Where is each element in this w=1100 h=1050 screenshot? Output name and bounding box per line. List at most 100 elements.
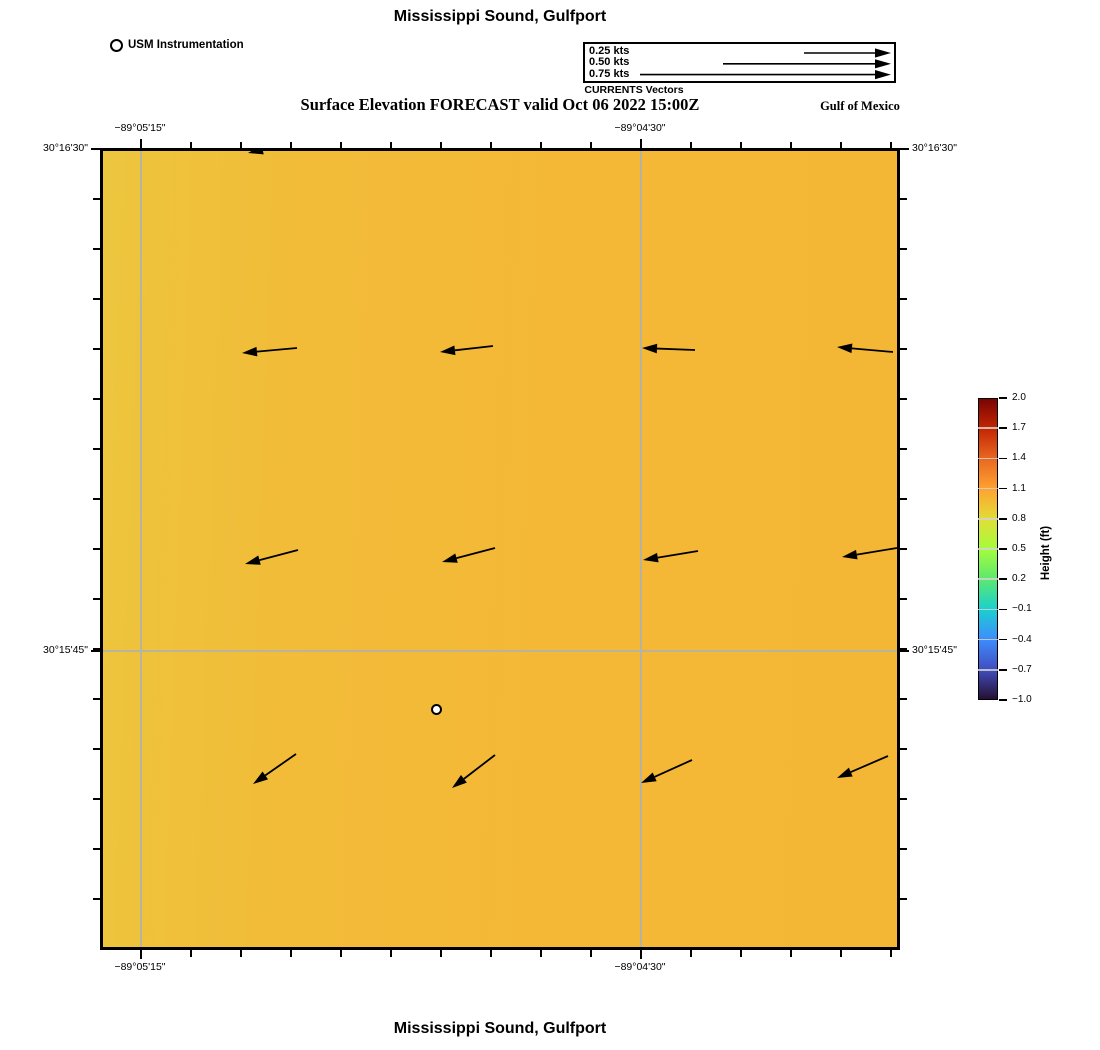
frame-tick (900, 748, 907, 750)
frame-tick (93, 698, 100, 700)
x-axis-label-bottom: −89°05'15" (114, 961, 166, 973)
colorbar-tick-label: 0.2 (1012, 573, 1026, 585)
figure-subtitle: Surface Elevation FORECAST valid Oct 06 … (300, 95, 700, 114)
frame-tick (93, 648, 100, 650)
colorbar-tick (999, 518, 1007, 520)
frame-tick (640, 139, 642, 148)
frame-tick (93, 248, 100, 250)
colorbar-tick-label: 0.8 (1012, 512, 1026, 524)
y-axis-label-left: 30°15'45" (43, 644, 88, 656)
colorbar-gridline (978, 487, 998, 490)
frame-tick (93, 748, 100, 750)
frame-tick (93, 398, 100, 400)
frame-tick (740, 141, 742, 148)
x-axis-label-top: −89°05'15" (114, 122, 166, 134)
frame-tick (93, 298, 100, 300)
map-gridline-horizontal (100, 650, 900, 652)
frame-tick (900, 348, 907, 350)
frame-tick (740, 950, 742, 957)
frame-tick (590, 141, 592, 148)
frame-tick (93, 848, 100, 850)
colorbar-gridline (978, 457, 998, 460)
colorbar-tick (999, 457, 1007, 460)
frame-tick (900, 648, 907, 650)
frame-tick (490, 950, 492, 957)
colorbar-axis-label: Height (ft) (1040, 525, 1052, 581)
colorbar-tick (999, 427, 1007, 429)
frame-tick (93, 448, 100, 450)
colorbar-tick (999, 487, 1007, 490)
frame-tick (190, 950, 192, 957)
frame-tick (290, 950, 292, 957)
colorbar-tick-label: 1.4 (1012, 452, 1026, 464)
frame-tick (93, 198, 100, 200)
colorbar-tick (999, 699, 1007, 701)
frame-tick (340, 950, 342, 957)
vector-legend-entry-label: 0.50 kts (589, 56, 630, 69)
frame-tick (140, 139, 142, 148)
frame-tick (93, 798, 100, 800)
frame-tick (900, 498, 907, 500)
colorbar-tick-label: −0.7 (1012, 663, 1032, 675)
figure-title: Mississippi Sound, Gulfport (393, 8, 607, 25)
frame-tick (290, 141, 292, 148)
x-axis-label-top: −89°04'30" (614, 122, 666, 134)
frame-tick (93, 898, 100, 900)
frame-tick (93, 348, 100, 350)
frame-tick (390, 950, 392, 957)
frame-tick (900, 898, 907, 900)
frame-tick (900, 448, 907, 450)
station-legend: USM Instrumentation (110, 37, 244, 53)
frame-tick (900, 148, 909, 150)
frame-tick (490, 141, 492, 148)
vector-legend-entry-label: 0.25 kts (589, 45, 630, 57)
frame-tick (91, 148, 100, 150)
frame-tick (790, 950, 792, 957)
colorbar-tick-label: −0.4 (1012, 633, 1032, 645)
frame-tick (900, 198, 907, 200)
frame-tick (91, 650, 100, 652)
colorbar-tick (999, 608, 1007, 611)
frame-tick (890, 950, 892, 957)
frame-tick (240, 950, 242, 957)
frame-tick (790, 141, 792, 148)
y-axis-label-left: 30°16'30" (43, 142, 88, 154)
vector-legend-caption: CURRENTS Vectors (584, 84, 684, 96)
frame-tick (540, 950, 542, 957)
colorbar-tick (999, 397, 1007, 399)
y-axis-label-right: 30°16'30" (912, 142, 957, 154)
vector-legend-arrows (640, 48, 891, 80)
vector-legend-entry-label: 0.75 kts (589, 67, 630, 80)
colorbar-tick-label: 1.7 (1012, 422, 1026, 434)
region-label: Gulf of Mexico (820, 99, 900, 113)
frame-tick (140, 950, 142, 959)
colorbar-tick-label: 0.5 (1012, 543, 1026, 554)
colorbar-gridline (978, 669, 998, 671)
frame-tick (240, 141, 242, 148)
frame-tick (540, 141, 542, 148)
frame-tick (93, 598, 100, 600)
map-area (100, 148, 900, 950)
station-legend-label: USM Instrumentation (128, 39, 244, 51)
frame-tick (900, 848, 907, 850)
figure-footer-title: Mississippi Sound, Gulfport (393, 1020, 607, 1037)
frame-tick (690, 141, 692, 148)
colorbar-tick (999, 548, 1007, 550)
colorbar-tick (999, 669, 1007, 671)
colorbar-gridline (978, 638, 998, 641)
frame-tick (93, 548, 100, 550)
frame-tick (840, 950, 842, 957)
frame-tick (690, 950, 692, 957)
frame-tick (900, 698, 907, 700)
colorbar-tick-label: −1.0 (1012, 694, 1032, 705)
station-marker (431, 704, 443, 716)
frame-tick (840, 141, 842, 148)
frame-tick (440, 950, 442, 957)
frame-tick (340, 141, 342, 148)
frame-tick (890, 141, 892, 148)
colorbar-gridline (978, 518, 998, 520)
colorbar-tick-label: 2.0 (1012, 392, 1026, 403)
frame-tick (900, 298, 907, 300)
colorbar-tick (999, 638, 1007, 641)
frame-tick (900, 248, 907, 250)
